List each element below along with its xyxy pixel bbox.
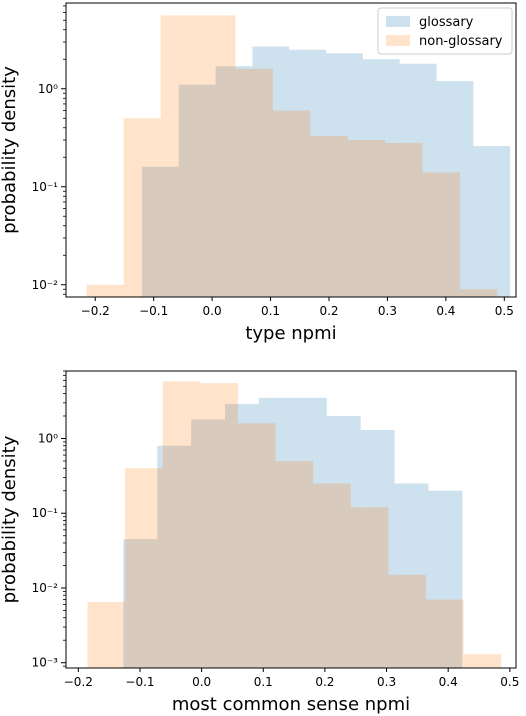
y-minor-ticks <box>63 370 66 667</box>
x-tick-label-1: −0.1 <box>139 304 168 318</box>
series-glossary <box>123 397 463 668</box>
bar-non-glossary-8 <box>385 142 423 297</box>
bar-non-glossary-6 <box>310 135 348 297</box>
bar-glossary-3 <box>252 46 290 297</box>
bar-non-glossary-7 <box>347 139 386 297</box>
x-tick-label-3: 0.1 <box>254 675 273 689</box>
x-tick-label-1: −0.1 <box>125 675 154 689</box>
x-axis-label: most common sense npmi <box>172 694 410 715</box>
bar-glossary-5 <box>292 397 327 668</box>
bar-non-glossary-10 <box>459 289 498 297</box>
bar-glossary-8 <box>436 80 474 297</box>
x-tick-label-4: 0.2 <box>315 675 334 689</box>
legend-label-non-glossary: non-glossary <box>419 34 503 49</box>
bar-glossary-0 <box>123 539 158 668</box>
bar-non-glossary-4 <box>235 68 273 297</box>
plot-frame <box>65 370 517 669</box>
bar-glossary-9 <box>473 146 511 297</box>
x-tick-label-0: −0.2 <box>81 304 110 318</box>
bar-non-glossary-2 <box>160 15 199 298</box>
x-tick-label-5: 0.3 <box>377 675 396 689</box>
bar-non-glossary-8 <box>388 574 426 668</box>
bar-glossary-2 <box>215 66 253 297</box>
bar-non-glossary-3 <box>198 15 236 298</box>
y-tick-label-2: 10⁻¹ <box>32 506 59 520</box>
x-tick-label-3: 0.1 <box>261 304 280 318</box>
x-tick-label-4: 0.2 <box>319 304 338 318</box>
bar-glossary-0 <box>141 166 179 297</box>
legend-box <box>377 7 513 55</box>
bar-non-glossary-10 <box>463 654 502 668</box>
bar-glossary-9 <box>428 490 463 668</box>
x-tick-label-6: 0.4 <box>436 304 455 318</box>
x-tick-label-5: 0.3 <box>378 304 397 318</box>
legend: glossary non-glossary <box>377 7 513 55</box>
y-axis-label: probability density <box>0 66 20 234</box>
bar-non-glossary-3 <box>200 383 238 668</box>
bar-non-glossary-0 <box>86 284 124 297</box>
bar-non-glossary-5 <box>275 460 314 668</box>
bar-glossary-1 <box>178 84 216 297</box>
x-tick-label-2: 0.0 <box>203 304 222 318</box>
x-tick-label-2: 0.0 <box>192 675 211 689</box>
bar-non-glossary-9 <box>426 599 464 668</box>
bar-glossary-4 <box>289 49 327 298</box>
bar-glossary-3 <box>225 403 259 668</box>
y-tick-label-3: 10⁰ <box>38 431 58 445</box>
bar-glossary-6 <box>362 59 400 297</box>
series-non-glossary <box>87 381 502 668</box>
bar-glossary-4 <box>258 397 293 668</box>
bar-non-glossary-2 <box>162 381 201 668</box>
bar-glossary-6 <box>326 415 361 668</box>
x-tick-label-6: 0.4 <box>439 675 458 689</box>
bar-glossary-7 <box>399 63 437 297</box>
y-tick-label-0: 10⁻³ <box>32 656 59 670</box>
bar-glossary-7 <box>360 429 395 668</box>
y-minor-ticks <box>63 5 66 295</box>
legend-label-glossary: glossary <box>419 15 474 30</box>
plot-frame <box>65 2 517 298</box>
y-tick-label-1: 10⁻¹ <box>32 180 59 194</box>
bar-glossary-1 <box>157 445 192 668</box>
y-tick-label-1: 10⁻² <box>32 581 59 595</box>
x-tick-label-7: 0.5 <box>500 675 519 689</box>
series-non-glossary <box>86 15 498 298</box>
bar-glossary-5 <box>326 53 363 298</box>
bar-non-glossary-9 <box>422 172 460 297</box>
y-tick-label-0: 10⁻² <box>32 278 59 292</box>
bar-non-glossary-5 <box>272 110 311 297</box>
series-glossary <box>141 46 511 298</box>
bar-non-glossary-1 <box>123 118 161 297</box>
bar-non-glossary-0 <box>87 601 126 668</box>
bar-glossary-8 <box>394 483 429 668</box>
y-axis-label: probability density <box>0 435 20 603</box>
bar-non-glossary-6 <box>313 483 351 668</box>
bar-non-glossary-1 <box>125 468 163 668</box>
bar-non-glossary-7 <box>350 507 389 668</box>
x-axis-label: type npmi <box>245 323 336 344</box>
chart-type-npmi: −0.2 −0.1 0.0 0.1 0.2 0.3 0.4 0.5 10⁻² 10⁻¹ 10⁰ typ… <box>0 2 517 344</box>
bar-glossary-2 <box>191 419 226 668</box>
y-tick-label-2: 10⁰ <box>38 82 58 96</box>
x-tick-label-0: −0.2 <box>64 675 93 689</box>
x-tick-label-7: 0.5 <box>495 304 514 318</box>
legend-swatch-non-glossary <box>386 35 410 46</box>
bar-non-glossary-4 <box>237 423 276 668</box>
legend-swatch-glossary <box>386 16 410 27</box>
chart-most-common-sense-npmi: −0.2 −0.1 0.0 0.1 0.2 0.3 0.4 0.5 10⁻³ 10⁻² 10⁻¹ 10… <box>0 370 519 715</box>
